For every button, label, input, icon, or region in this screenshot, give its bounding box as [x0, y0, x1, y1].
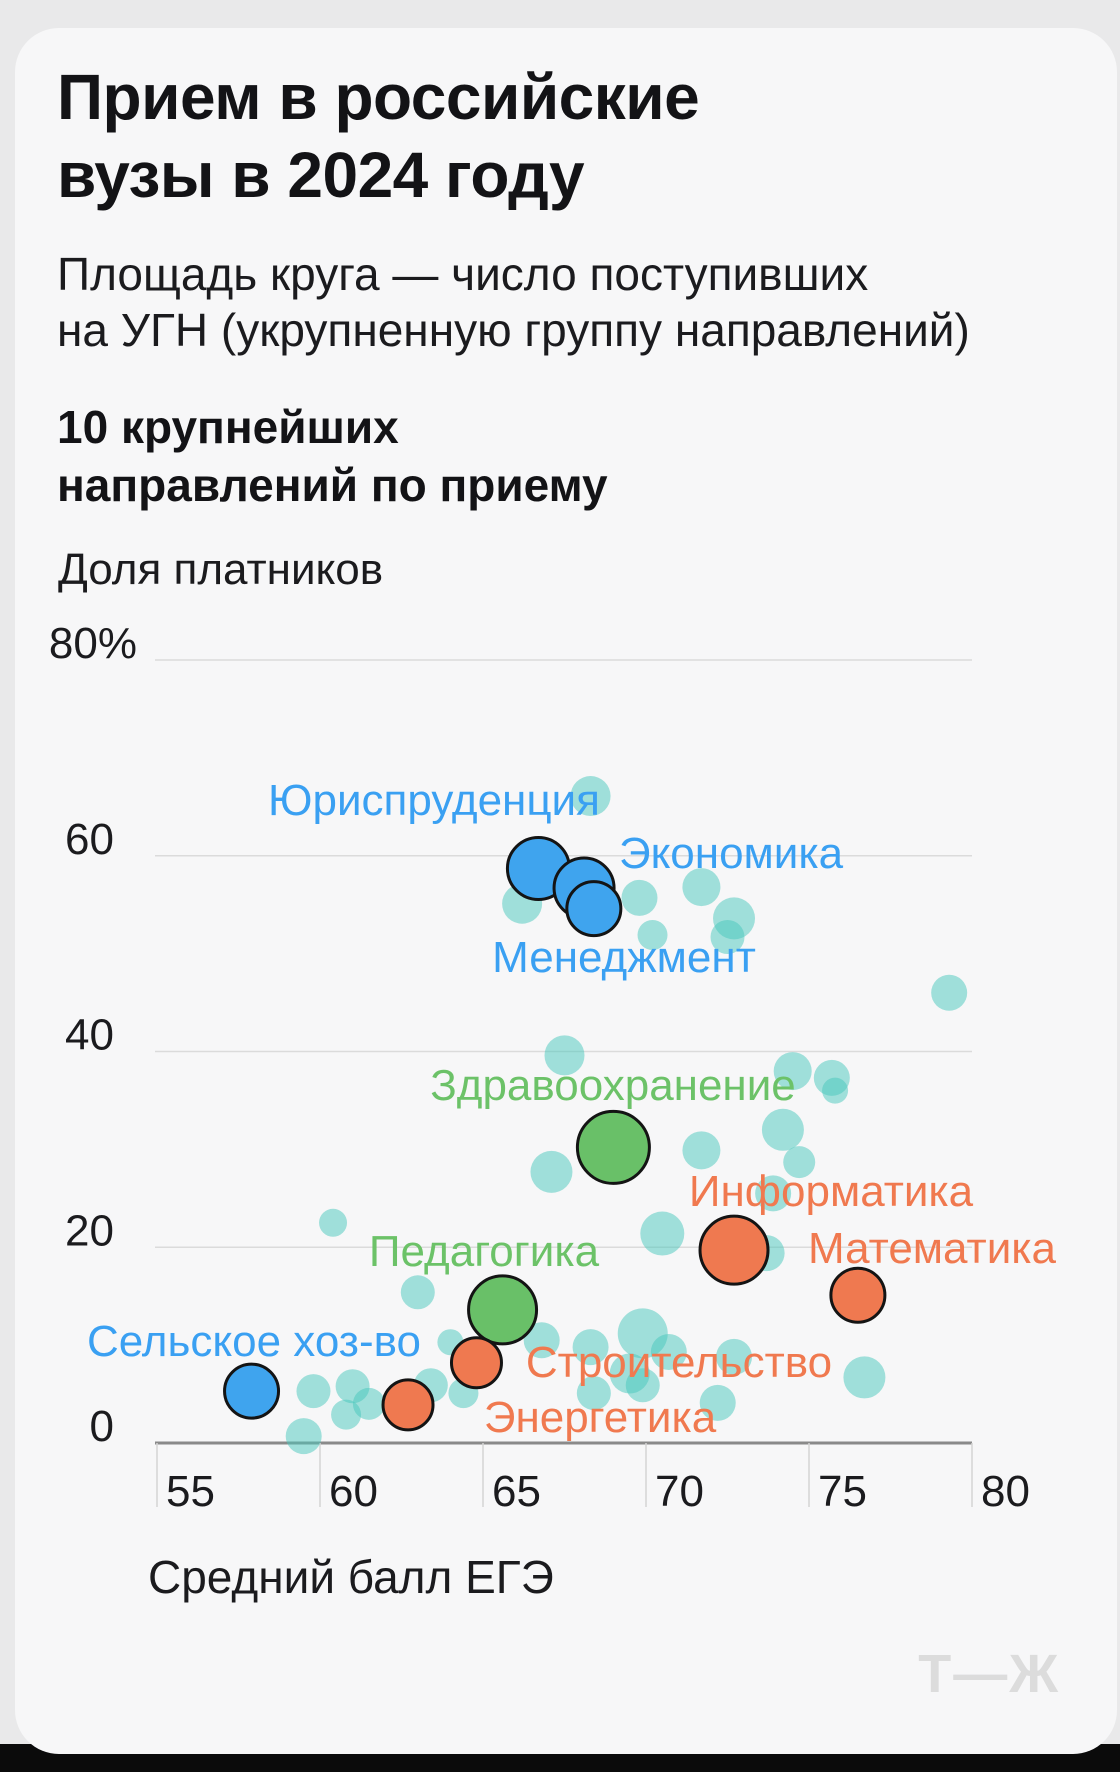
bubble-unlabeled-23 — [296, 1374, 331, 1409]
bubble-Сельское хоз-во — [223, 1362, 281, 1420]
bubble-unlabeled-33 — [716, 1338, 753, 1375]
page-title-line2: вузы в 2024 году — [57, 139, 585, 211]
bubble-label-Энергетика: Энергетика — [484, 1393, 717, 1442]
chart-subtitle-line2: на УГН (укрупненную группу направлений) — [57, 304, 970, 356]
x-tick-label-80: 80 — [981, 1467, 1030, 1516]
y-tick-label-60: 60 — [65, 815, 114, 864]
bubble-unlabeled-27 — [352, 1387, 385, 1420]
bubble-unlabeled-39 — [523, 1322, 560, 1359]
bubble-unlabeled-9 — [544, 1035, 585, 1076]
bubble-label-Юриспруденция: Юриспруденция — [268, 776, 600, 825]
y-tick-label-40: 40 — [65, 1011, 114, 1060]
bubble-unlabeled-19 — [640, 1211, 685, 1256]
x-axis-title: Средний балл ЕГЭ — [148, 1551, 554, 1603]
bubble-label-Здравоохранение: Здравоохранение — [430, 1061, 796, 1110]
y-axis-title: Доля платников — [58, 545, 384, 594]
x-tick-label-60: 60 — [329, 1467, 378, 1516]
chart-subtitle: Площадь круга — число поступивших на УГН… — [57, 246, 1037, 358]
bubble-label-Педагогика: Педагогика — [369, 1227, 600, 1276]
tj-logo: Т—Ж — [918, 1644, 1060, 1704]
y-tick-label-80: 80% — [49, 619, 137, 668]
bubble-unlabeled-21 — [400, 1275, 435, 1310]
bubble-unlabeled-25 — [285, 1418, 322, 1455]
bubble-Математика — [829, 1266, 887, 1324]
bubble-unlabeled-31 — [625, 1368, 660, 1403]
bubble-unlabeled-16 — [783, 1146, 816, 1179]
bubble-unlabeled-35 — [576, 1376, 611, 1411]
bubble-label-Строительство: Строительство — [526, 1338, 832, 1387]
chart-subhead: 10 крупнейших направлений по приему — [57, 398, 857, 514]
bubble-Здравоохранение — [575, 1109, 651, 1185]
bubble-label-Информатика: Информатика — [689, 1167, 974, 1216]
x-tick-label-70: 70 — [655, 1467, 704, 1516]
bubble-unlabeled-15 — [682, 1131, 721, 1170]
bubble-Строительство — [449, 1336, 503, 1390]
bubble-unlabeled-28 — [572, 1329, 609, 1366]
bubble-Менеджмент — [565, 880, 623, 938]
x-tick-label-65: 65 — [492, 1467, 541, 1516]
bubble-unlabeled-4 — [682, 868, 721, 907]
chart-subhead-line1: 10 крупнейших — [57, 401, 399, 453]
bubble-unlabeled-22 — [843, 1356, 886, 1399]
bubble-unlabeled-5 — [637, 920, 668, 951]
bubble-label-Менеджмент: Менеджмент — [492, 933, 756, 982]
y-tick-label-20: 20 — [65, 1206, 114, 1255]
chart-subhead-line2: направлений по приему — [57, 459, 608, 511]
bubble-unlabeled-13 — [530, 1150, 573, 1193]
bubble-label-Экономика: Экономика — [619, 829, 844, 878]
chart-subtitle-line1: Площадь круга — число поступивших — [57, 248, 869, 300]
bubble-Информатика — [698, 1214, 770, 1286]
bubble-label-Сельское хоз-во: Сельское хоз-во — [87, 1317, 421, 1366]
bubble-unlabeled-14 — [761, 1108, 804, 1151]
y-tick-label-0: 0 — [90, 1402, 114, 1451]
bubble-unlabeled-1 — [570, 776, 611, 817]
x-tick-label-55: 55 — [166, 1467, 215, 1516]
bubble-unlabeled-34 — [699, 1384, 736, 1421]
bubble-unlabeled-18 — [319, 1208, 348, 1237]
x-tick-label-75: 75 — [818, 1467, 867, 1516]
bubble-Педагогика — [467, 1274, 539, 1346]
bubble-Энергетика — [381, 1378, 435, 1432]
page-title-line1: Прием в российские — [57, 61, 700, 133]
bubble-label-Математика: Математика — [808, 1224, 1056, 1273]
bubble-unlabeled-8 — [931, 974, 968, 1011]
bubble-unlabeled-17 — [755, 1175, 792, 1212]
bubble-unlabeled-32 — [650, 1333, 687, 1370]
bubble-unlabeled-10 — [773, 1052, 812, 1091]
page-title: Прием в российские вузы в 2024 году — [57, 58, 957, 214]
bubble-unlabeled-12 — [822, 1077, 849, 1104]
bubble-unlabeled-7 — [710, 919, 745, 954]
bubble-unlabeled-3 — [621, 879, 658, 916]
